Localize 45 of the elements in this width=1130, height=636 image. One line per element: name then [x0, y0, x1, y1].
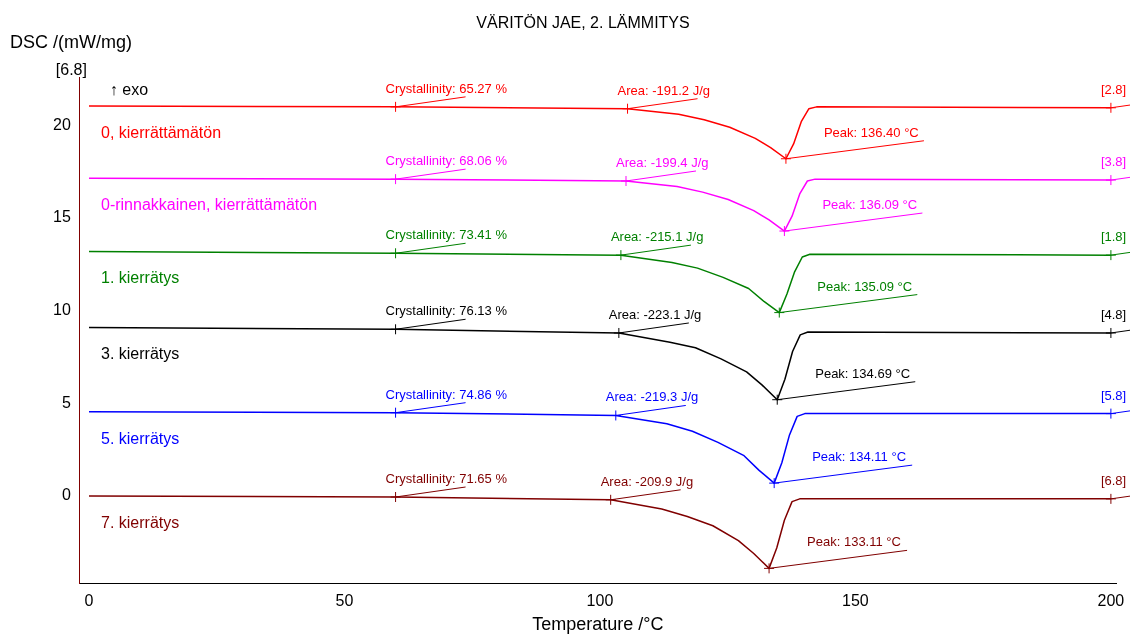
series-label: 1. kierrätys: [100, 269, 180, 287]
annotation: [3.8]: [1100, 154, 1127, 170]
annotation: Peak: 136.40 °C: [823, 124, 919, 140]
chart-title: VÄRITÖN JAE, 2. LÄMMITYS: [476, 14, 690, 32]
y-tick-label: 15: [53, 208, 71, 226]
x-tick-label: 100: [586, 592, 614, 610]
annotation: [4.8]: [1100, 306, 1127, 322]
annotation: [6.8]: [1100, 472, 1127, 488]
annotation: Crystallinity: 76.13 %: [385, 303, 508, 319]
annotation: [2.8]: [1100, 81, 1127, 97]
annotation: Crystallinity: 71.65 %: [385, 471, 508, 487]
annotation: Crystallinity: 65.27 %: [385, 80, 508, 96]
x-tick-label: 150: [842, 592, 869, 610]
annotation: Peak: 133.11 °C: [807, 534, 901, 550]
y-tick-label: 0: [61, 486, 71, 504]
series-label: 3. kierrätys: [100, 345, 180, 363]
y-tick-label: 20: [53, 115, 71, 133]
series-label: 7. kierrätys: [100, 514, 180, 532]
annotation: [6.8]: [55, 61, 87, 79]
annotation: Area: -209.9 J/g: [600, 473, 694, 489]
annotation: Peak: 135.09 °C: [817, 278, 913, 294]
annotation: Peak: 134.69 °C: [815, 365, 911, 381]
y-tick-label: 10: [53, 301, 71, 319]
annotation: Area: -219.3 J/g: [605, 389, 699, 405]
x-tick-label: 0: [84, 592, 94, 610]
y-tick-label: 5: [61, 393, 71, 411]
series-label: 0, kierrättämätön: [100, 123, 222, 141]
x-tick-label: 50: [335, 592, 354, 610]
annotation: Peak: 136.09 °C: [822, 197, 918, 213]
annotation: Peak: 134.11 °C: [812, 449, 907, 465]
annotation: Crystallinity: 68.06 %: [385, 153, 508, 169]
x-tick-label: 200: [1097, 592, 1125, 610]
annotation: [5.8]: [1100, 387, 1127, 403]
y-axis-title: DSC /(mW/mg): [10, 32, 132, 52]
annotation: ↑ exo: [109, 81, 149, 99]
annotation: [1.8]: [1100, 229, 1127, 245]
annotation: Crystallinity: 74.86 %: [385, 386, 508, 402]
series-label: 5. kierrätys: [100, 429, 180, 447]
annotation: Crystallinity: 73.41 %: [385, 227, 508, 243]
annotation: Area: -199.4 J/g: [616, 154, 709, 170]
series-label: 0-rinnakkainen, kierrättämätön: [100, 196, 318, 214]
annotation: Area: -215.1 J/g: [610, 229, 704, 245]
annotation: Area: -191.2 J/g: [617, 82, 711, 98]
x-axis-title: Temperature /°C: [532, 614, 664, 635]
annotation: Area: -223.1 J/g: [608, 306, 702, 322]
